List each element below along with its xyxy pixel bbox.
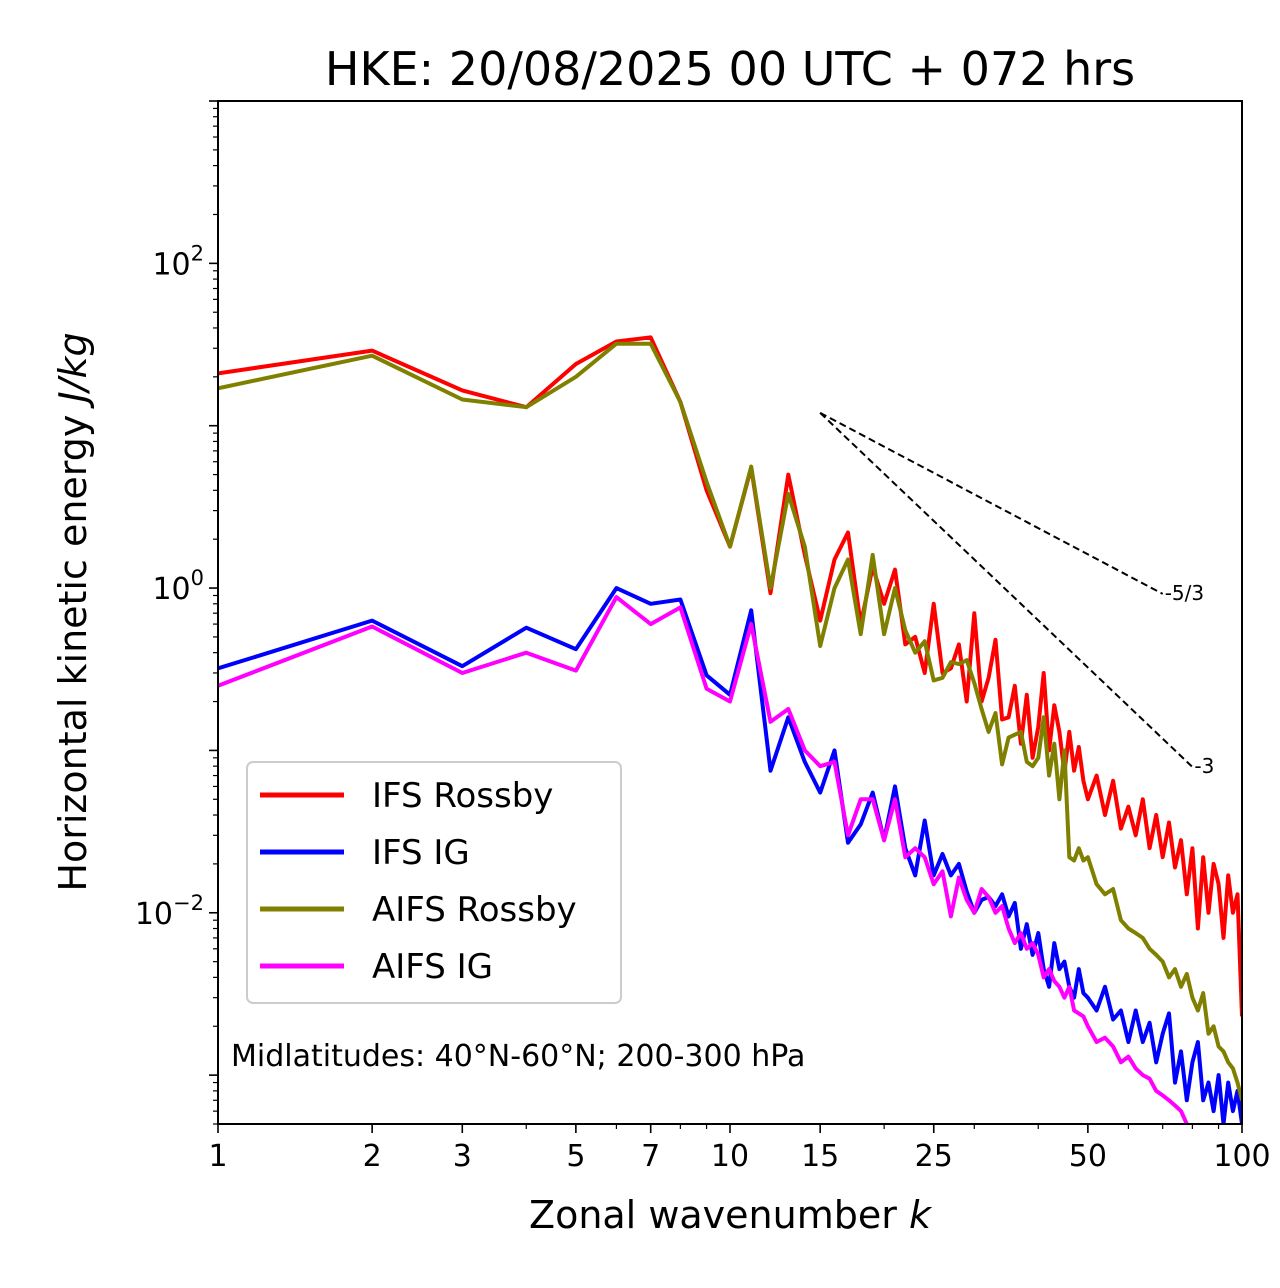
axis-ticks: 1 2 3 5 7 10 15 25 50 100 10−2 100 102: [135, 100, 1271, 1174]
x-tick-label: 25: [915, 1139, 953, 1174]
series-line-aifs-ig: [218, 595, 1189, 1124]
reference-line: [819, 411, 1164, 595]
y-axis-label-unit: J/kg: [51, 332, 95, 409]
x-tick-label: 15: [801, 1139, 839, 1174]
series-line-ifs-ig: [218, 586, 1242, 1124]
x-tick-label: 10: [711, 1139, 749, 1174]
region-annotation: Midlatitudes: 40°N-60°N; 200-300 hPa: [231, 1039, 805, 1074]
reference-line-label: -5/3: [1165, 581, 1204, 605]
reference-lines: -5/3 -3: [819, 411, 1214, 778]
y-tick-label: 102: [152, 241, 204, 282]
series-lines: [218, 335, 1242, 1124]
reference-line: [819, 412, 1194, 768]
x-axis-label-text: Zonal wavenumber: [529, 1193, 897, 1237]
y-axis-label-text: Horizontal kinetic energy: [51, 415, 95, 892]
y-axis-label: Horizontal kinetic energy J/kg: [51, 332, 95, 891]
x-tick-label: 50: [1069, 1139, 1107, 1174]
series-line-ifs-rossby: [218, 335, 1242, 1017]
legend-label: AIFS Rossby: [372, 890, 577, 930]
chart-title: HKE: 20/08/2025 00 UTC + 072 hrs: [325, 42, 1135, 96]
legend-label: IFS IG: [372, 833, 470, 873]
x-tick-label: 100: [1213, 1139, 1270, 1174]
legend: IFS Rossby IFS IG AIFS Rossby AIFS IG: [246, 761, 622, 1004]
x-axis-label: Zonal wavenumber k: [529, 1193, 933, 1237]
x-tick-label: 1: [208, 1139, 227, 1174]
x-tick-label: 2: [363, 1139, 382, 1174]
reference-line-label: -3: [1194, 754, 1214, 778]
x-tick-label: 3: [453, 1139, 472, 1174]
legend-frame: [246, 761, 622, 1004]
x-axis-label-var: k: [909, 1193, 933, 1237]
series-line-aifs-rossby: [218, 341, 1242, 1101]
y-tick-label: 100: [152, 566, 204, 607]
legend-label: IFS Rossby: [372, 776, 553, 816]
legend-label: AIFS IG: [372, 947, 493, 987]
y-tick-label: 10−2: [135, 891, 204, 932]
plot-frame: [217, 100, 1243, 1125]
x-tick-label: 7: [641, 1139, 660, 1174]
x-tick-label: 5: [566, 1139, 585, 1174]
